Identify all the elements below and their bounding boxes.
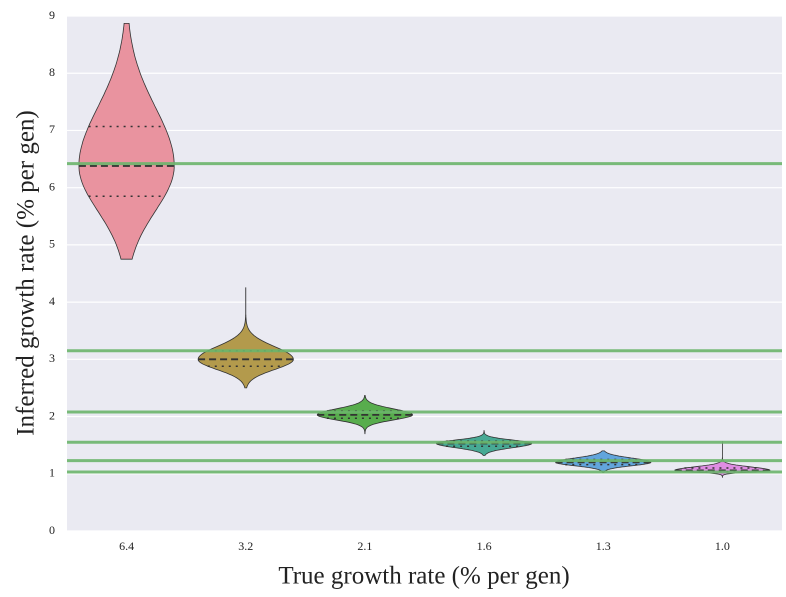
y-tick-label: 1	[49, 466, 55, 480]
y-tick-label: 5	[49, 237, 55, 251]
y-tick-label: 9	[49, 8, 55, 22]
y-tick-label: 6	[49, 179, 55, 193]
x-tick-label: 1.6	[477, 539, 492, 553]
y-tick-label: 4	[49, 294, 55, 308]
x-tick-label: 3.2	[238, 539, 253, 553]
y-tick-label: 3	[49, 351, 55, 365]
violin-body	[78, 23, 175, 260]
x-tick-label: 2.1	[357, 539, 372, 553]
plot-area	[67, 16, 782, 531]
y-axis-label: Inferred growth rate (% per gen)	[13, 110, 40, 436]
y-tick-label: 2	[49, 408, 55, 422]
x-tick-label: 6.4	[119, 539, 134, 553]
y-tick-label: 0	[49, 523, 55, 537]
x-tick-label: 1.0	[715, 539, 730, 553]
y-tick-label: 7	[49, 122, 55, 136]
violin-body	[197, 287, 294, 389]
y-tick-label: 8	[49, 65, 55, 79]
x-axis-label: True growth rate (% per gen)	[278, 563, 569, 590]
x-tick-label: 1.3	[596, 539, 611, 553]
